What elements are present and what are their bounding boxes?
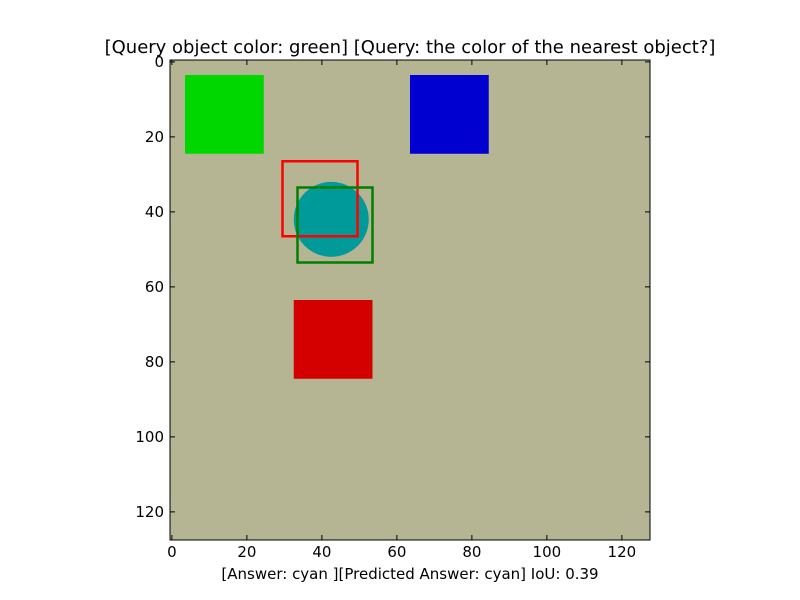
green-square xyxy=(185,75,264,154)
x-tick-label: 60 xyxy=(387,543,406,561)
y-tick-label: 100 xyxy=(135,428,164,446)
y-tick-label: 20 xyxy=(145,128,164,146)
red-square xyxy=(293,300,373,379)
cyan-circle xyxy=(293,181,369,257)
y-axis-ticks: 0 20 40 60 80 100 120 xyxy=(135,53,650,521)
blue-square xyxy=(410,75,489,154)
y-tick-label: 120 xyxy=(135,503,164,521)
y-tick-label: 80 xyxy=(145,353,164,371)
ground-truth-box xyxy=(296,186,374,264)
x-axis-ticks: 0 20 40 60 80 100 120 xyxy=(167,60,636,561)
x-tick-label: 40 xyxy=(312,543,331,561)
predicted-box xyxy=(281,160,359,238)
y-tick-label: 40 xyxy=(145,203,164,221)
x-tick-label: 80 xyxy=(462,543,481,561)
chart-title: [Query object color: green] [Query: the … xyxy=(105,37,716,58)
axes-frame xyxy=(169,59,651,541)
x-tick-label: 0 xyxy=(167,543,177,561)
boxes-layer xyxy=(281,160,374,264)
x-axis-label: [Answer: cyan ][Predicted Answer: cyan] … xyxy=(221,565,598,583)
objects-layer xyxy=(185,75,489,379)
y-tick-label: 0 xyxy=(154,53,164,71)
x-tick-label: 120 xyxy=(608,543,637,561)
x-tick-label: 100 xyxy=(533,543,562,561)
x-tick-label: 20 xyxy=(237,543,256,561)
y-tick-label: 60 xyxy=(145,278,164,296)
